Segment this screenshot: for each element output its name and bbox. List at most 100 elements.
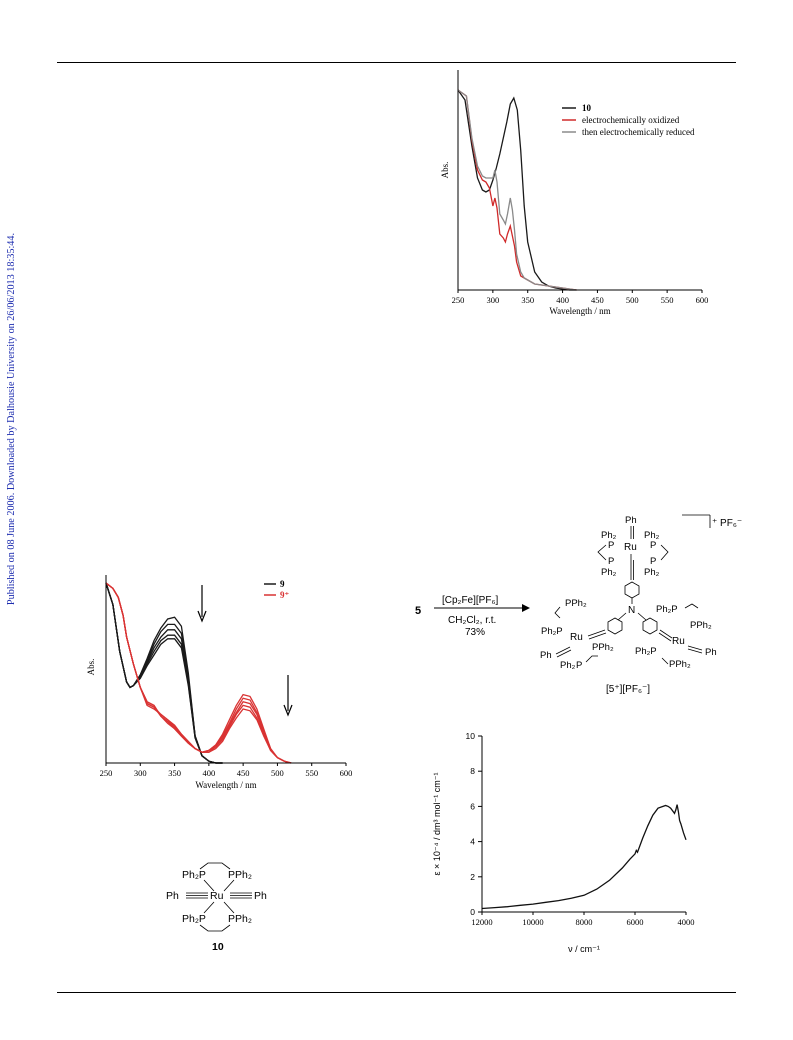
x-tick-label: 600 [696, 295, 709, 305]
top-ph2-left-2: Ph₂ [601, 567, 617, 578]
x-tick-label: 4000 [678, 917, 695, 927]
top-phenyl: Ph [625, 515, 637, 526]
right-ph2p-top: Ph₂P [656, 604, 678, 615]
series-line-0-3 [105, 582, 223, 764]
top-p-left: P [608, 540, 614, 551]
uv-vis-chart-9: 250 300 350 400 450 500 550 600 Wavelength / nm… [70, 575, 360, 795]
x-tick-label: 300 [486, 295, 499, 305]
top-ph2-right-2: Ph₂ [644, 567, 660, 578]
top-right-phosphine: PPh₂ [228, 869, 252, 881]
x-tick-label: 300 [134, 768, 147, 778]
reactant-label: 5 [415, 605, 421, 617]
bottom-right-phosphine: PPh₂ [228, 913, 252, 925]
right-pph2-bottom: PPh₂ [669, 659, 691, 670]
counter-ion: ⁺ PF₆⁻ [712, 518, 742, 529]
left-phenyl: Ph [540, 650, 552, 661]
chart-9-lines [105, 582, 292, 764]
legend-label-oxidized: electrochemically oxidized [582, 115, 680, 125]
series-line-2-0 [457, 89, 577, 291]
legend: 9 9⁺ [264, 579, 290, 600]
left-ph2p: Ph₂P [541, 626, 563, 637]
x-tick-label: 350 [521, 295, 534, 305]
x-tick-label: 6000 [627, 917, 644, 927]
uv-vis-chart-10: 250 300 350 400 450 500 550 600 Wavelength / nm… [420, 70, 720, 320]
x-tick-label: 600 [340, 768, 353, 778]
x-tick-label: 500 [626, 295, 639, 305]
legend: 10 electrochemically oxidized then elect… [562, 103, 695, 137]
y-tick-label: 6 [470, 801, 475, 811]
y-tick-label: 8 [470, 766, 475, 776]
x-tick-label: 250 [100, 768, 113, 778]
left-ruthenium: Ru [570, 632, 583, 643]
legend-label-10: 10 [582, 103, 592, 113]
right-phenyl: Ph [705, 647, 717, 658]
arrow-down-right [283, 675, 293, 717]
y-tick-label: 4 [470, 837, 475, 847]
top-ph2-left: Ph₂ [601, 530, 617, 541]
top-rule [57, 62, 736, 63]
y-axis-label: ε × 10⁻⁴ / dm³ mol⁻¹ cm⁻¹ [432, 773, 442, 876]
x-ticks: 250 300 350 400 450 500 550 600 [452, 290, 709, 305]
chart-9-svg: 250 300 350 400 450 500 550 600 Wavelength / nm… [86, 575, 353, 790]
top-p-left-2: P [608, 556, 614, 567]
y-axis-label: Abs. [86, 659, 96, 676]
x-tick-label: 550 [661, 295, 674, 305]
legend-label-9plus: 9⁺ [280, 590, 290, 600]
y-tick-label: 10 [466, 731, 476, 741]
series-line-1-0 [457, 89, 577, 291]
legend-label-9: 9 [280, 579, 285, 589]
axis-ticks: 12000 10000 8000 6000 4000 0 2 4 6 8 10 [466, 731, 695, 927]
nir-chart: 12000 10000 8000 6000 4000 0 2 4 6 8 10 ν / cm⁻¹ ε… [420, 728, 720, 968]
reaction-scheme: 5 [Cp₂Fe][PF₆] CH₂Cl₂, r.t. 73% ⁺ PF₆⁻ P… [410, 512, 742, 702]
top-ph2-right: Ph₂ [644, 530, 660, 541]
x-tick-label: 500 [271, 768, 284, 778]
legend-label-reduced: then electrochemically reduced [582, 127, 695, 137]
series-line-0-2 [105, 582, 223, 764]
series-line-1-4 [105, 582, 292, 764]
right-phenylene [642, 617, 658, 635]
arrow-down-left [197, 585, 207, 623]
ruthenium-center: Ru [210, 890, 224, 902]
x-tick-label: 400 [202, 768, 215, 778]
provenance-sidebar: Published on 08 June 2006. Downloaded by… [6, 232, 17, 606]
x-tick-label: 400 [556, 295, 569, 305]
right-ph2p-bottom: Ph₂P [635, 646, 657, 657]
chart-10-svg: 250 300 350 400 450 500 550 600 Wavelength / nm… [440, 70, 709, 316]
x-tick-label: 250 [452, 295, 465, 305]
yield-label: 73% [465, 627, 485, 638]
top-ruthenium: Ru [624, 542, 637, 553]
x-tick-label: 350 [168, 768, 181, 778]
reaction-scheme-svg: 5 [Cp₂Fe][PF₆] CH₂Cl₂, r.t. 73% ⁺ PF₆⁻ P… [415, 514, 742, 695]
x-tick-label: 450 [237, 768, 250, 778]
x-tick-label: 550 [305, 768, 318, 778]
series-line-0-4 [105, 582, 223, 764]
nir-chart-svg: 12000 10000 8000 6000 4000 0 2 4 6 8 10 ν / cm⁻¹ ε… [432, 731, 695, 954]
series-line-0-1 [105, 582, 223, 764]
series-line-0-0 [481, 804, 687, 910]
x-axis-label: Wavelength / nm [195, 780, 256, 790]
top-p-right-2: P [650, 556, 656, 567]
reaction-arrowhead [522, 604, 530, 612]
left-phenyl: Ph [166, 890, 179, 902]
x-axis-label: Wavelength / nm [549, 306, 610, 316]
right-phenyl: Ph [254, 890, 267, 902]
bottom-rule [57, 992, 736, 993]
top-phenylene [624, 581, 640, 599]
right-ruthenium: Ru [672, 636, 685, 647]
left-ph2: Ph₂ [560, 660, 576, 671]
left-phenylene [607, 617, 623, 635]
conditions-label: CH₂Cl₂, r.t. [448, 615, 496, 626]
top-p-right: P [650, 540, 656, 551]
right-pph2-top: PPh₂ [690, 620, 712, 631]
x-tick-label: 8000 [576, 917, 593, 927]
y-tick-label: 2 [470, 872, 475, 882]
nitrogen: N [628, 605, 635, 616]
x-ticks: 250 300 350 400 450 500 550 600 [100, 763, 353, 778]
reagent-label: [Cp₂Fe][PF₆] [442, 595, 498, 606]
x-tick-label: 450 [591, 295, 604, 305]
top-left-phosphine: Ph₂P [182, 869, 206, 881]
left-pph2-bottom: PPh₂ [592, 642, 614, 653]
x-tick-label: 10000 [522, 917, 543, 927]
bottom-left-phosphine: Ph₂P [182, 913, 206, 925]
series-line-0-0 [457, 89, 577, 291]
